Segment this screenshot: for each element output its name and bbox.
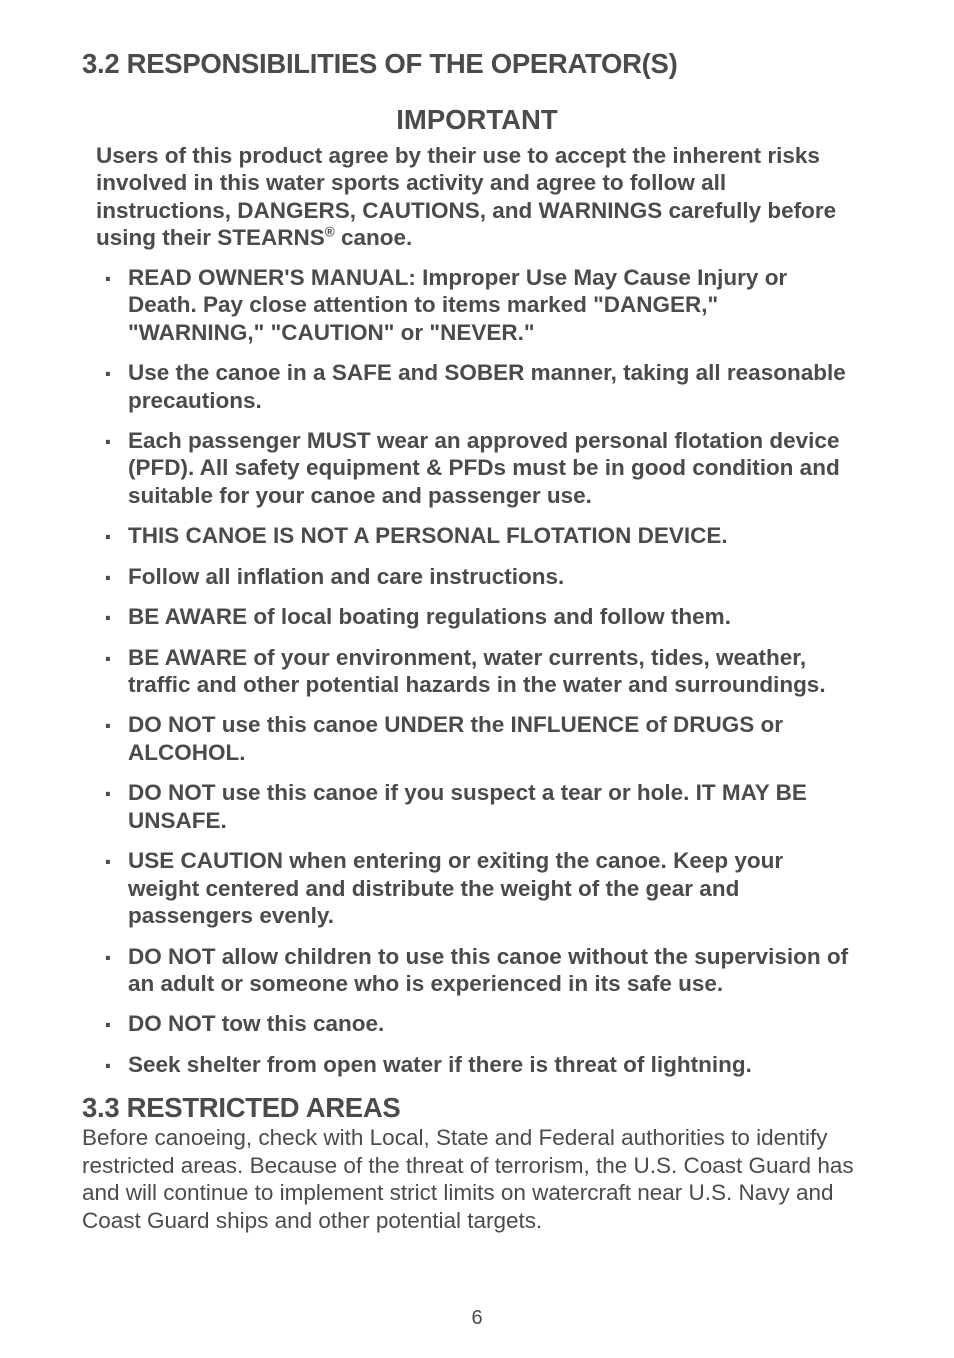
page-container: 3.2 RESPONSIBILITIES OF THE OPERATOR(S) … bbox=[0, 0, 954, 1358]
section-3-3-heading: 3.3 RESTRICTED AREAS bbox=[82, 1092, 872, 1124]
important-heading: IMPORTANT bbox=[82, 104, 872, 136]
intro-paragraph: Users of this product agree by their use… bbox=[82, 142, 872, 252]
bullet-item: DO NOT use this canoe UNDER the INFLUENC… bbox=[96, 711, 858, 766]
page-number: 6 bbox=[0, 1307, 954, 1330]
bullet-item: BE AWARE of your environment, water curr… bbox=[96, 644, 858, 699]
bullet-item: Follow all inflation and care instructio… bbox=[96, 563, 858, 590]
bullet-item: THIS CANOE IS NOT A PERSONAL FLOTATION D… bbox=[96, 522, 858, 549]
bullet-item: Each passenger MUST wear an approved per… bbox=[96, 427, 858, 509]
bullet-item: DO NOT use this canoe if you suspect a t… bbox=[96, 779, 858, 834]
bullet-item: USE CAUTION when entering or exiting the… bbox=[96, 847, 858, 929]
section-3-3-body: Before canoeing, check with Local, State… bbox=[82, 1124, 872, 1234]
bullet-item: Seek shelter from open water if there is… bbox=[96, 1051, 858, 1078]
bullet-item: DO NOT tow this canoe. bbox=[96, 1010, 858, 1037]
bullet-item: DO NOT allow children to use this canoe … bbox=[96, 943, 858, 998]
bullet-item: BE AWARE of local boating regulations an… bbox=[96, 603, 858, 630]
section-3-2-heading: 3.2 RESPONSIBILITIES OF THE OPERATOR(S) bbox=[82, 48, 872, 80]
bullet-item: READ OWNER'S MANUAL: Improper Use May Ca… bbox=[96, 264, 858, 346]
bullet-item: Use the canoe in a SAFE and SOBER manner… bbox=[96, 359, 858, 414]
responsibility-bullets: READ OWNER'S MANUAL: Improper Use May Ca… bbox=[82, 264, 872, 1079]
